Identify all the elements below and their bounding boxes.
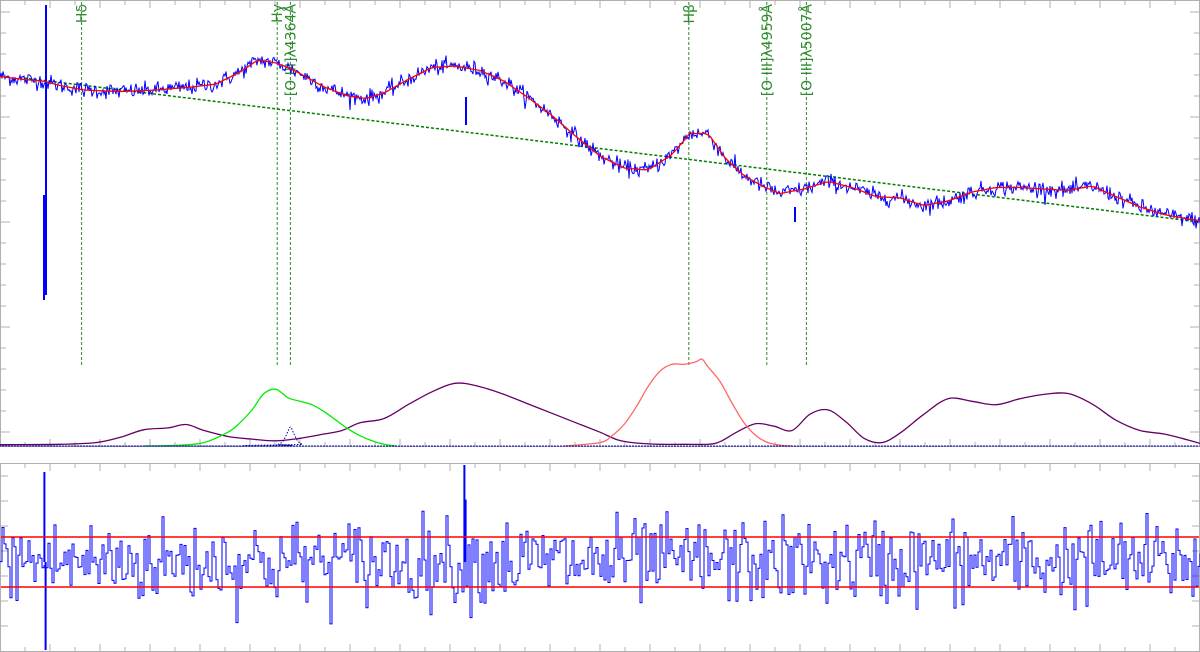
annotation-label: [O III]λ4364Å <box>282 4 299 97</box>
annotation-label: [O III]λ4959Å <box>759 4 776 97</box>
component-h-beta-broad <box>563 358 793 447</box>
annotation-label: Hβ <box>682 4 698 23</box>
annotation-label: Hγ <box>270 4 286 23</box>
annotation-label: Hδ <box>75 4 91 23</box>
component-fe-ii-template <box>0 382 1200 446</box>
residuals-axis-ticks <box>1 464 1199 651</box>
spectrum-panel: Hδ Hγ[O III]λ4364Å Hβ [O III]λ4959Å [O III]λ… <box>0 0 1200 447</box>
spectrum-axis-ticks <box>1 1 1199 446</box>
residuals-panel <box>0 463 1200 652</box>
annotation-label: [O III]λ5007Å <box>798 4 815 97</box>
line-annotations: Hδ Hγ[O III]λ4364Å Hβ [O III]λ4959Å [O III]λ… <box>75 2 815 365</box>
residual-series <box>0 465 1200 650</box>
residuals-frame <box>0 463 1200 652</box>
model-fit-line <box>0 59 1200 222</box>
residual-line <box>0 510 1200 625</box>
spectrum-series <box>0 5 1200 300</box>
component-h-gamma-broad <box>143 388 397 447</box>
power-law-continuum-line <box>23 77 1200 223</box>
fit-components <box>0 358 1200 447</box>
observed-spectrum-line <box>0 55 1200 229</box>
spectrum-frame <box>0 0 1200 447</box>
